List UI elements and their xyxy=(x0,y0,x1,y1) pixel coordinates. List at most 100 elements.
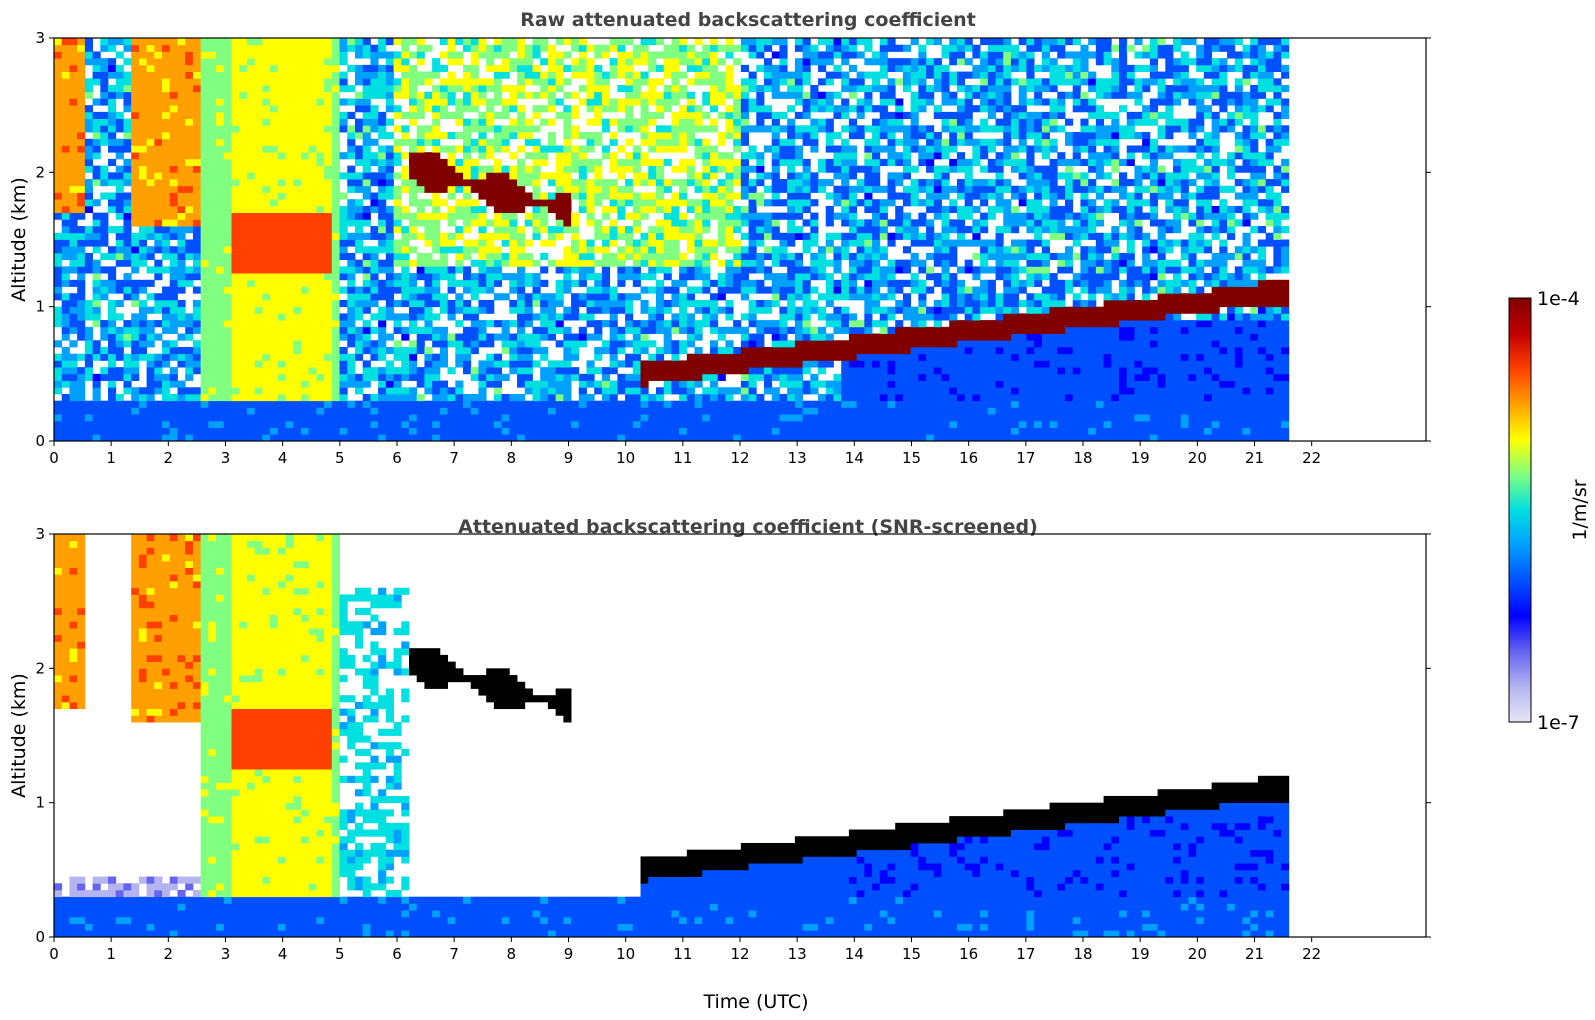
heatmap-cell xyxy=(270,138,279,146)
heatmap-cell xyxy=(200,340,209,348)
heatmap-cell xyxy=(764,306,773,314)
heatmap-cell xyxy=(339,205,348,214)
heatmap-cell xyxy=(208,205,217,214)
heatmap-cell xyxy=(501,239,510,247)
heatmap-cell xyxy=(316,118,325,126)
heatmap-cell xyxy=(146,98,155,106)
heatmap-cell xyxy=(655,219,665,227)
heatmap-cell xyxy=(192,246,202,254)
heatmap-cell xyxy=(625,293,634,301)
heatmap-cell xyxy=(115,172,124,180)
heatmap-cell xyxy=(293,118,302,126)
heatmap-cell xyxy=(239,44,248,52)
heatmap-cell xyxy=(108,252,117,261)
heatmap-cell xyxy=(169,346,178,355)
heatmap-cell xyxy=(108,246,117,254)
heatmap-cell xyxy=(300,313,310,321)
heatmap-cell xyxy=(347,232,356,240)
heatmap-cell xyxy=(725,165,734,173)
heatmap-cell xyxy=(717,158,726,167)
heatmap-cell xyxy=(61,414,70,422)
heatmap-cell xyxy=(285,239,294,247)
heatmap-cell xyxy=(794,266,803,274)
heatmap-cell xyxy=(524,165,533,173)
heatmap-cell xyxy=(424,387,433,395)
heatmap-cell xyxy=(756,259,765,267)
heatmap-cell xyxy=(69,44,78,52)
heatmap-cell xyxy=(100,132,109,140)
heatmap-cell xyxy=(416,152,425,160)
heatmap-cell xyxy=(794,340,803,348)
heatmap-cell xyxy=(455,51,464,59)
heatmap-cell xyxy=(779,407,788,415)
heatmap-cell xyxy=(810,252,819,261)
heatmap-cell xyxy=(663,434,672,442)
heatmap-cell xyxy=(138,400,148,408)
heatmap-cell xyxy=(185,138,194,146)
heatmap-cell xyxy=(702,286,711,294)
heatmap-cell xyxy=(810,51,819,59)
heatmap-cell xyxy=(146,64,155,72)
heatmap-cell xyxy=(478,407,487,415)
heatmap-cell xyxy=(794,306,803,314)
heatmap-cell xyxy=(331,165,340,173)
heatmap-cell xyxy=(162,51,171,59)
heatmap-cell xyxy=(787,105,796,113)
heatmap-cell xyxy=(640,118,649,126)
heatmap-cell xyxy=(285,199,294,207)
heatmap-cell xyxy=(123,212,132,220)
heatmap-cell xyxy=(200,165,209,173)
heatmap-cell xyxy=(347,152,356,160)
heatmap-cell xyxy=(586,105,595,113)
heatmap-cell xyxy=(702,420,711,428)
heatmap-cell xyxy=(254,299,263,308)
heatmap-cell xyxy=(447,407,456,415)
heatmap-cell xyxy=(694,273,703,281)
heatmap-cell xyxy=(162,165,171,173)
heatmap-cell xyxy=(108,353,117,361)
heatmap-cell xyxy=(84,266,93,274)
heatmap-cell xyxy=(609,380,618,388)
heatmap-cell xyxy=(300,44,310,52)
heatmap-cell xyxy=(169,98,178,106)
heatmap-cell xyxy=(532,273,541,281)
heatmap-cell xyxy=(246,199,256,207)
heatmap-cell xyxy=(601,340,611,348)
heatmap-cell xyxy=(393,145,402,153)
heatmap-cell xyxy=(324,252,333,261)
heatmap-cell xyxy=(216,373,225,381)
heatmap-cell xyxy=(725,266,734,274)
heatmap-cell xyxy=(493,252,503,261)
heatmap-cell xyxy=(192,414,202,422)
heatmap-cell xyxy=(648,306,657,314)
heatmap-cell xyxy=(270,71,279,79)
heatmap-cell xyxy=(277,64,286,72)
heatmap-cell xyxy=(725,407,734,415)
heatmap-cell xyxy=(470,64,479,72)
heatmap-cell xyxy=(308,434,317,442)
heatmap-cell xyxy=(192,259,202,267)
heatmap-cell xyxy=(540,145,549,153)
heatmap-cell xyxy=(370,85,379,93)
heatmap-cell xyxy=(447,44,456,52)
heatmap-cell xyxy=(794,132,803,140)
heatmap-cell xyxy=(509,58,518,66)
heatmap-cell xyxy=(586,179,595,187)
heatmap-cell xyxy=(517,44,526,52)
heatmap-cell xyxy=(416,145,425,153)
heatmap-cell xyxy=(439,400,448,408)
heatmap-cell xyxy=(571,185,580,193)
heatmap-cell xyxy=(169,219,178,227)
heatmap-cell xyxy=(208,138,217,146)
heatmap-cell xyxy=(246,306,256,314)
heatmap-cell xyxy=(254,158,263,167)
heatmap-cell xyxy=(108,340,117,348)
heatmap-cell xyxy=(293,266,302,274)
heatmap-cell xyxy=(802,387,811,395)
heatmap-cell xyxy=(671,340,680,348)
heatmap-cell xyxy=(810,91,819,99)
heatmap-cell xyxy=(239,205,248,214)
heatmap-cell xyxy=(563,333,572,341)
heatmap-cell xyxy=(810,360,819,368)
heatmap-cell xyxy=(223,51,232,59)
